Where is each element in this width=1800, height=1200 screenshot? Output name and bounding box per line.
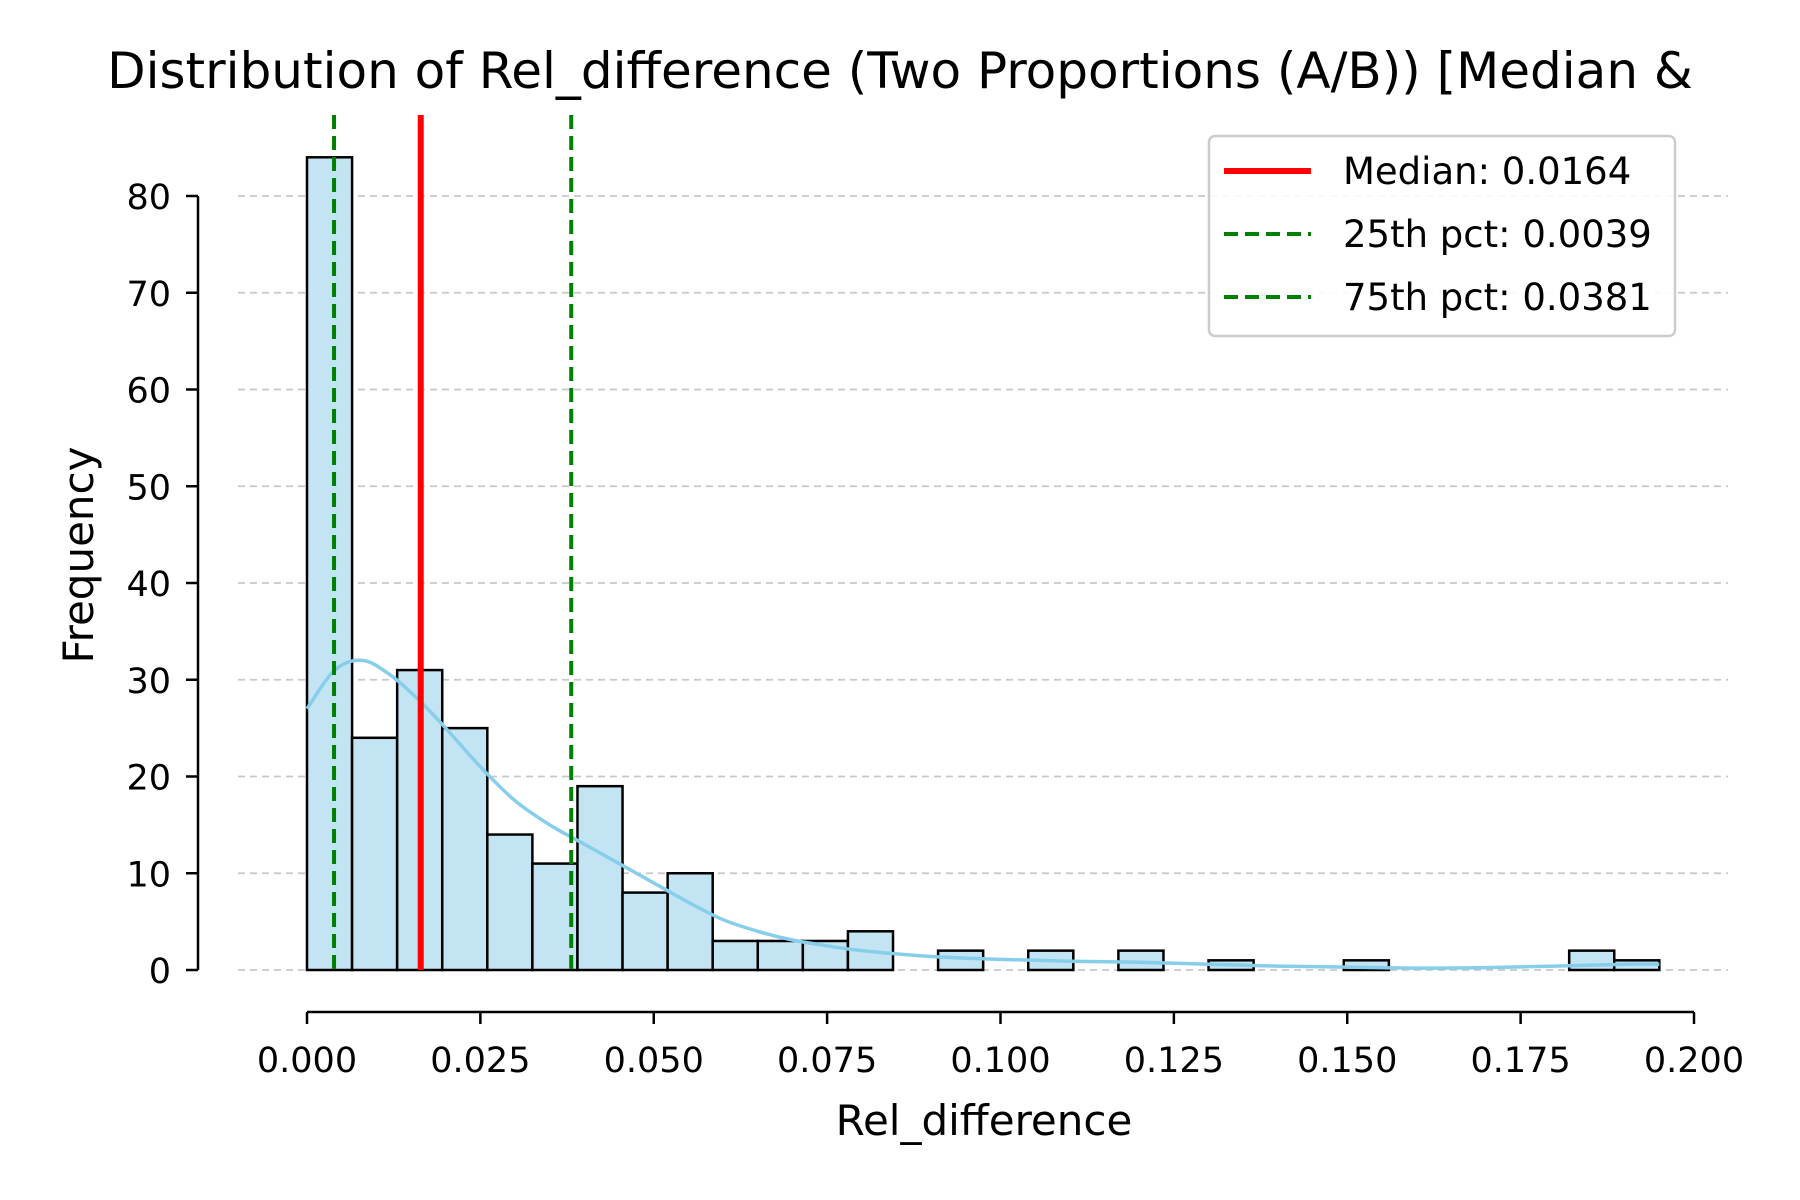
x-axis-ticks: 0.000 0.025 0.050 0.075 0.100 0.125 0.150 0.175… (257, 1012, 1744, 1081)
legend-label: 25th pct: 0.0039 (1343, 213, 1652, 256)
x-tick-label: 0.075 (777, 1041, 877, 1081)
y-tick-label: 20 (126, 759, 171, 799)
x-tick-label: 0.200 (1644, 1041, 1744, 1081)
histogram-bar (576, 784, 624, 972)
y-tick-label: 60 (126, 372, 171, 412)
y-tick-label: 30 (126, 662, 171, 702)
legend: Median: 0.0164 25th pct: 0.0039 75th pct: … (1207, 134, 1677, 338)
y-tick-label: 10 (126, 855, 171, 895)
y-tick-label: 50 (126, 468, 171, 508)
reference-lines (332, 115, 574, 970)
histogram-bar (756, 939, 805, 972)
histogram-bar (711, 939, 760, 972)
x-tick-label: 0.175 (1471, 1041, 1571, 1081)
histogram-bar (350, 736, 399, 972)
x-axis-label: Rel_difference (836, 1096, 1133, 1145)
legend-label: Median: 0.0164 (1343, 150, 1631, 193)
histogram-bar (440, 726, 489, 972)
y-tick-label: 40 (126, 565, 171, 605)
x-tick-label: 0.100 (950, 1041, 1050, 1081)
kde-curve (305, 658, 1660, 970)
y-tick-label: 80 (126, 178, 171, 218)
legend-label: 75th pct: 0.0381 (1343, 276, 1652, 319)
x-tick-label: 0.150 (1297, 1041, 1397, 1081)
histogram-bar (305, 156, 354, 972)
histogram-bar (621, 891, 669, 972)
histogram-bar (666, 872, 714, 972)
y-tick-label: 70 (126, 275, 171, 315)
x-tick-label: 0.050 (604, 1041, 704, 1081)
x-tick-label: 0.025 (430, 1041, 530, 1081)
histogram-bars (305, 156, 1661, 972)
x-tick-label: 0.000 (257, 1041, 357, 1081)
legend-box (1207, 134, 1677, 338)
y-axis-label: Frequency (54, 447, 103, 664)
histogram-bar (1342, 959, 1391, 972)
x-tick-label: 0.125 (1124, 1041, 1224, 1081)
chart-title: Distribution of Rel_difference (Two Prop… (107, 42, 1693, 100)
y-tick-label: 0 (149, 952, 171, 992)
histogram-bar (486, 833, 534, 972)
histogram-bar (936, 949, 985, 972)
y-axis-ticks: 0 10 20 30 40 50 60 70 80 (126, 178, 198, 992)
